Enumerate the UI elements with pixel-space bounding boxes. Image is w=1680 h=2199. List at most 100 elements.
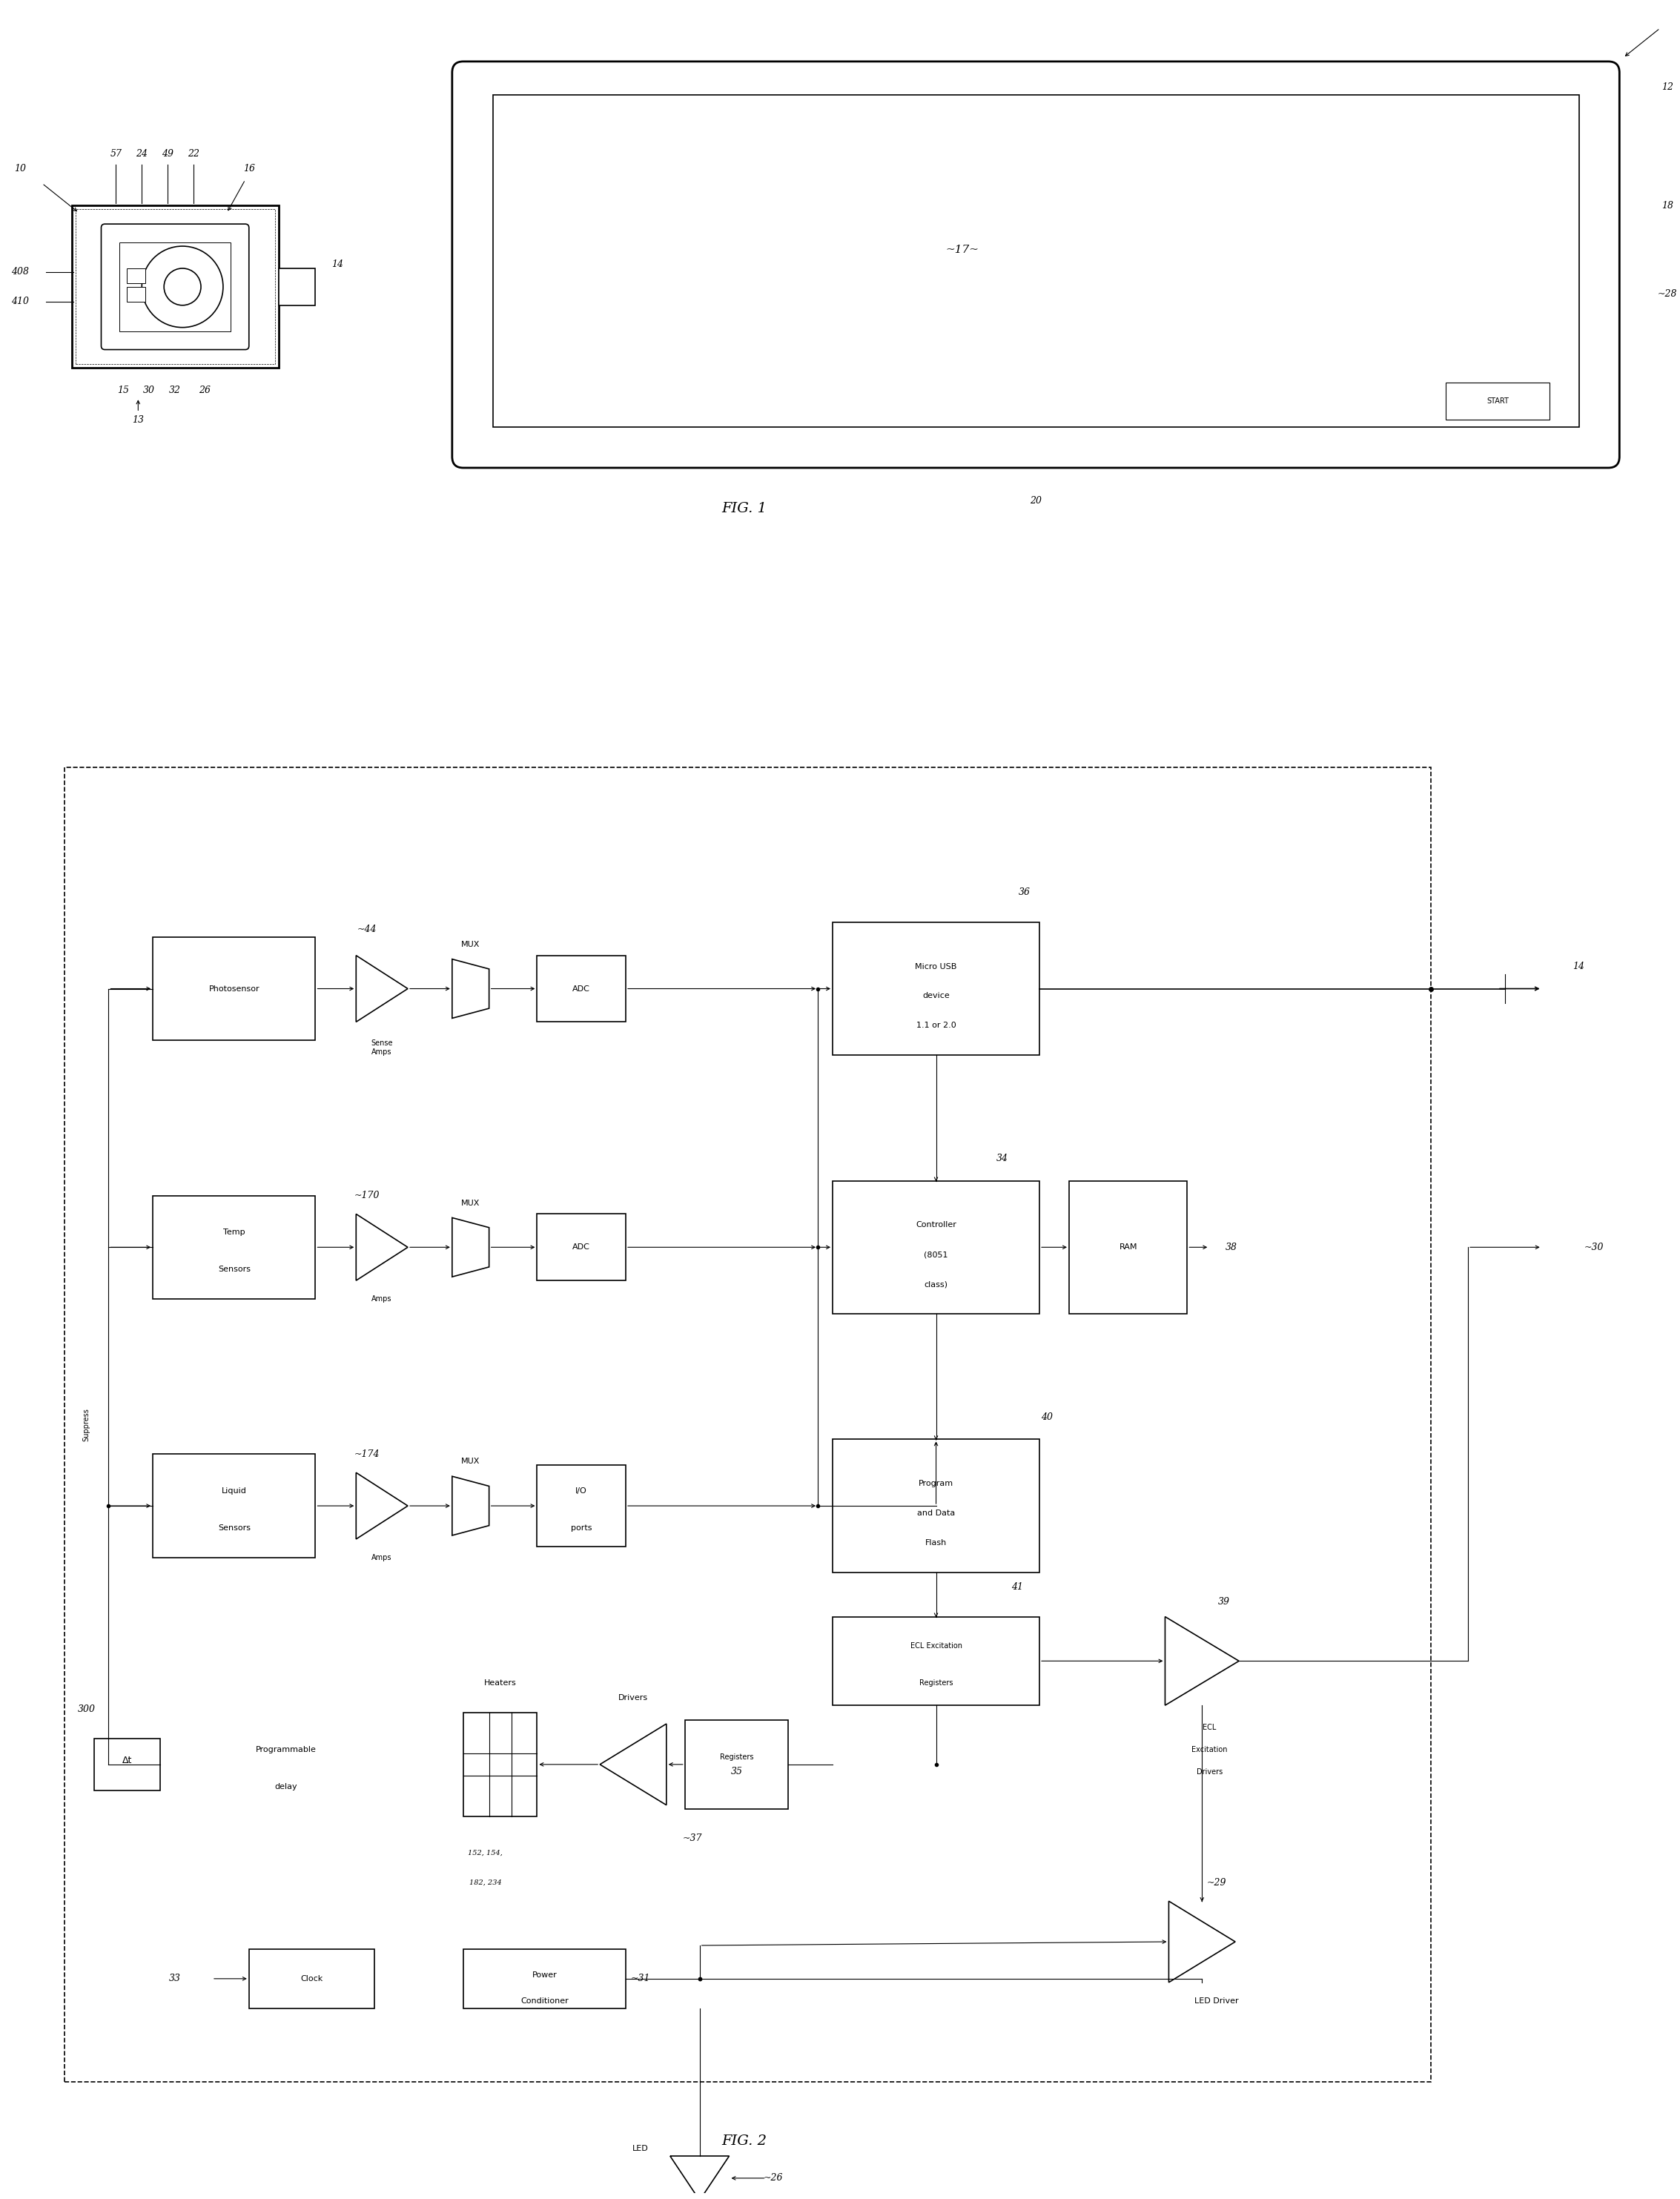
Text: Photosensor: Photosensor [208, 985, 260, 992]
Text: 32: 32 [170, 385, 181, 396]
Text: class): class) [924, 1280, 948, 1289]
Bar [833, 1616, 1040, 1706]
Text: ports: ports [571, 1524, 591, 1533]
Text: FIG. 2: FIG. 2 [721, 2135, 766, 2148]
Text: Suppress: Suppress [82, 1407, 91, 1440]
Text: Sense
Amps: Sense Amps [371, 1040, 393, 1056]
Bar [76, 209, 276, 365]
Text: ~44: ~44 [358, 926, 376, 935]
Text: ~37: ~37 [682, 1834, 702, 1843]
Bar [153, 937, 316, 1040]
Bar [1068, 1181, 1188, 1313]
Text: delay: delay [274, 1783, 297, 1790]
Text: 18: 18 [1662, 200, 1673, 211]
Bar [464, 1713, 538, 1816]
Text: 20: 20 [1030, 497, 1042, 506]
Bar [249, 1948, 375, 2008]
Text: LED Driver: LED Driver [1194, 1997, 1238, 2005]
Text: 30: 30 [143, 385, 155, 396]
Bar [153, 1454, 316, 1557]
Bar [833, 1181, 1040, 1313]
Text: 13: 13 [133, 416, 144, 424]
Text: 24: 24 [136, 150, 148, 158]
Text: 12: 12 [1662, 84, 1673, 92]
Text: Sensors: Sensors [218, 1267, 250, 1273]
Text: 41: 41 [1011, 1583, 1023, 1592]
Text: ADC: ADC [573, 985, 590, 992]
Text: FIG. 1: FIG. 1 [721, 501, 766, 515]
Text: Drivers: Drivers [1196, 1768, 1223, 1775]
Text: Micro USB: Micro USB [916, 963, 958, 970]
Text: and Data: and Data [917, 1509, 954, 1517]
Text: 152, 154,: 152, 154, [469, 1849, 502, 1856]
Text: 14: 14 [1572, 961, 1584, 972]
Bar [538, 1214, 625, 1280]
FancyBboxPatch shape [452, 62, 1620, 468]
Text: Drivers: Drivers [618, 1693, 648, 1702]
Text: 36: 36 [1018, 888, 1030, 897]
Text: Amps: Amps [371, 1295, 391, 1302]
Text: Clock: Clock [301, 1975, 323, 1981]
Text: MUX: MUX [462, 941, 480, 948]
Bar [64, 767, 1431, 2082]
Text: Power: Power [533, 1970, 558, 1979]
Text: (8051: (8051 [924, 1251, 948, 1258]
Bar [94, 1739, 160, 1790]
Text: 35: 35 [731, 1768, 743, 1777]
Text: Excitation: Excitation [1191, 1746, 1228, 1753]
Bar [833, 921, 1040, 1056]
Text: 39: 39 [1218, 1596, 1230, 1607]
Text: 15: 15 [118, 385, 129, 396]
Text: Controller: Controller [916, 1220, 956, 1229]
Text: 408: 408 [12, 268, 29, 277]
Text: Liquid: Liquid [222, 1487, 247, 1495]
Text: ECL: ECL [1203, 1724, 1216, 1731]
Text: Conditioner: Conditioner [521, 1997, 568, 2005]
Text: ECL Excitation: ECL Excitation [911, 1643, 963, 1649]
Text: 40: 40 [1042, 1412, 1053, 1423]
Text: Heaters: Heaters [484, 1680, 516, 1687]
Bar [153, 1196, 316, 1300]
Text: Registers: Registers [719, 1753, 753, 1761]
Text: START: START [1487, 398, 1509, 405]
Text: 182, 234: 182, 234 [469, 1880, 502, 1887]
Text: Δt: Δt [123, 1757, 133, 1766]
Bar [492, 95, 1579, 427]
Text: 300: 300 [77, 1704, 96, 1713]
Text: MUX: MUX [462, 1198, 480, 1207]
Text: 410: 410 [12, 297, 29, 306]
Text: Program: Program [919, 1480, 954, 1487]
Text: Programmable: Programmable [255, 1746, 316, 1753]
Text: ~28: ~28 [1658, 290, 1677, 299]
Text: 1.1 or 2.0: 1.1 or 2.0 [916, 1023, 956, 1029]
Bar [128, 286, 146, 301]
Text: 22: 22 [188, 150, 200, 158]
Text: Amps: Amps [371, 1555, 391, 1561]
Text: ~29: ~29 [1206, 1878, 1226, 1887]
Text: RAM: RAM [1119, 1245, 1137, 1251]
Text: 16: 16 [244, 163, 255, 174]
FancyBboxPatch shape [101, 224, 249, 350]
Bar [464, 1948, 625, 2008]
Text: Temp: Temp [223, 1229, 245, 1236]
Text: ADC: ADC [573, 1245, 590, 1251]
Text: 33: 33 [170, 1975, 181, 1983]
Bar [538, 1465, 625, 1546]
Bar [1446, 383, 1549, 420]
Text: Registers: Registers [919, 1680, 953, 1687]
Text: Sensors: Sensors [218, 1524, 250, 1533]
Text: 57: 57 [109, 150, 123, 158]
Text: ~174: ~174 [354, 1449, 380, 1458]
Text: ~17~: ~17~ [946, 244, 978, 255]
Text: 34: 34 [996, 1154, 1008, 1163]
Bar [833, 1440, 1040, 1572]
Text: ~26: ~26 [764, 2173, 783, 2184]
Text: ~31: ~31 [630, 1975, 650, 1983]
Text: Flash: Flash [926, 1539, 948, 1546]
Text: 26: 26 [198, 385, 210, 396]
Text: 10: 10 [13, 163, 25, 174]
Text: ~30: ~30 [1584, 1242, 1603, 1251]
Bar [119, 242, 230, 332]
Bar [72, 205, 279, 367]
Bar [538, 954, 625, 1023]
